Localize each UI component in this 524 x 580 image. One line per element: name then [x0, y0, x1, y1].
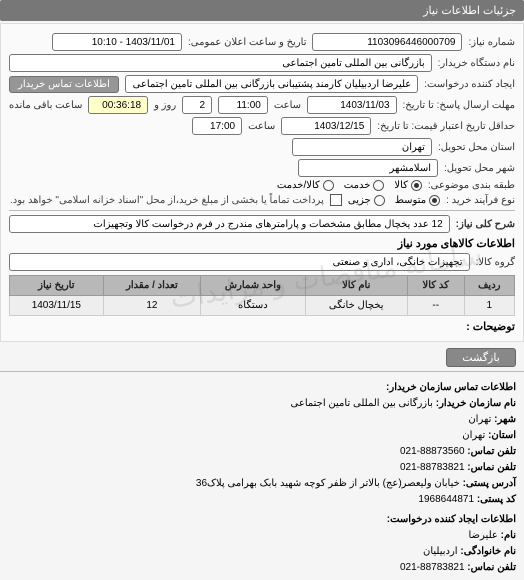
ccity-label: استان: — [488, 430, 516, 441]
creator-field: علیرضا اردبیلیان کارمند پشتیبانی بازرگان… — [125, 75, 418, 93]
pkg-opt-a: کالا — [394, 180, 408, 191]
page-banner: جزئیات اطلاعات نیاز — [0, 0, 524, 21]
fax-value: 88783821-021 — [400, 462, 465, 473]
days-label: روز و — [154, 100, 176, 111]
post-label: کد پستی: — [477, 494, 516, 505]
radio-icon — [411, 180, 422, 191]
lname-label: نام خانوادگی: — [460, 546, 516, 557]
radio-icon — [373, 180, 384, 191]
th-5: تاریخ نیاز — [10, 276, 104, 296]
table-header-row: ردیف کد کالا نام کالا واحد شمارش تعداد /… — [10, 276, 515, 296]
contact-title: اطلاعات تماس سازمان خریدار: — [386, 382, 516, 393]
contact-block: اطلاعات تماس سازمان خریدار: نام سازمان خ… — [0, 376, 524, 580]
ccity-value: تهران — [462, 430, 485, 441]
city-field: اسلامشهر — [298, 159, 438, 177]
city-label: شهر محل تحویل: — [444, 163, 515, 174]
pkg-opt-b: خدمت — [344, 180, 371, 191]
pkg-radio-a[interactable]: کالا — [394, 180, 422, 191]
divider — [9, 210, 515, 211]
group-field: تجهیزات خانگی، اداری و صنعتی — [9, 253, 470, 271]
pay-note: پرداخت تماماً یا بخشی از مبلغ خرید،از مح… — [10, 195, 324, 206]
notes-label: توضیحات : — [466, 321, 515, 333]
post-value: 1968644871 — [418, 494, 474, 505]
radio-icon — [429, 195, 440, 206]
back-button[interactable]: بازگشت — [446, 348, 516, 367]
table-row: 1 -- یخچال خانگی دستگاه 12 1403/11/15 — [10, 296, 515, 316]
creator-label: ایجاد کننده درخواست: — [424, 79, 515, 90]
th-2: نام کالا — [305, 276, 407, 296]
time-label-1: ساعت — [274, 100, 301, 111]
name-value: علیرضا — [469, 530, 498, 541]
radio-icon — [374, 195, 385, 206]
th-0: ردیف — [464, 276, 514, 296]
buy-radio-b[interactable]: جزیی — [348, 195, 385, 206]
td-0: 1 — [464, 296, 514, 316]
cprov-value: تهران — [468, 414, 491, 425]
goods-title: اطلاعات کالاهای مورد نیاز — [398, 238, 515, 250]
td-4: 12 — [103, 296, 200, 316]
details-section: شماره نیاز: 1103096446000709 تاریخ و ساع… — [0, 23, 524, 342]
valid-label: حداقل تاریخ اعتبار قیمت: تا تاریخ: — [377, 121, 515, 132]
desc-label: شرح کلی نیاز: — [456, 219, 515, 230]
pkg-radio-c[interactable]: کالا/خدمت — [277, 180, 334, 191]
fax-label: تلفن نماس: — [467, 462, 516, 473]
td-5: 1403/11/15 — [10, 296, 104, 316]
pkg-radio-group: کالا خدمت کالا/خدمت — [277, 180, 422, 191]
td-3: دستگاه — [201, 296, 305, 316]
td-2: یخچال خانگی — [305, 296, 407, 316]
pkg-opt-c: کالا/خدمت — [277, 180, 320, 191]
province-field: تهران — [292, 138, 432, 156]
goods-table: ردیف کد کالا نام کالا واحد شمارش تعداد /… — [9, 275, 515, 316]
valid-date-field: 1403/12/15 — [281, 117, 371, 135]
buyer-label: نام دستگاه خریدار: — [438, 58, 515, 69]
rtel-value: 88783821-021 — [400, 562, 465, 573]
tel-value: 88873560-021 — [400, 446, 465, 457]
contact-button[interactable]: اطلاعات تماس خریدار — [9, 76, 119, 93]
valid-time-field: 17:00 — [192, 117, 242, 135]
buy-radio-group: متوسط جزیی — [348, 195, 440, 206]
cprov-label: شهر: — [494, 414, 516, 425]
req-no-label: شماره نیاز: — [468, 37, 515, 48]
days-field: 2 — [182, 96, 212, 114]
deadline-time-field: 11:00 — [218, 96, 268, 114]
name-label: نام: — [501, 530, 516, 541]
deadline-label: مهلت ارسال پاسخ: تا تاریخ: — [403, 100, 515, 111]
buy-opt-b: جزیی — [348, 195, 371, 206]
pub-dt-label: تاریخ و ساعت اعلان عمومی: — [188, 37, 307, 48]
req-title: اطلاعات ایجاد کننده درخواست: — [387, 514, 516, 525]
tel-label: تلفن تماس: — [467, 446, 516, 457]
remain-label: ساعت باقی مانده — [9, 100, 82, 111]
buy-radio-a[interactable]: متوسط — [395, 195, 440, 206]
lname-value: اردبیلیان — [423, 546, 458, 557]
rtel-label: تلفن نماس: — [467, 562, 516, 573]
th-3: واحد شمارش — [201, 276, 305, 296]
req-no-field: 1103096446000709 — [312, 33, 462, 51]
desc-field: 12 عدد یخچال مطابق مشخصات و پارامترهای م… — [9, 215, 450, 233]
pkg-label: طبقه بندی موضوعی: — [428, 180, 515, 191]
pub-dt-field: 1403/11/01 - 10:10 — [52, 33, 182, 51]
org-value: بازرگانی بین المللی تامین اجتماعی — [291, 398, 433, 409]
deadline-date-field: 1403/11/03 — [307, 96, 396, 114]
buy-opt-a: متوسط — [395, 195, 426, 206]
buyer-field: بازرگانی بین المللی تامین اجتماعی — [9, 54, 432, 72]
radio-icon — [323, 180, 334, 191]
th-1: کد کالا — [407, 276, 464, 296]
addr-label: آدرس پستی: — [463, 478, 516, 489]
pay-checkbox[interactable] — [330, 194, 342, 206]
divider — [0, 371, 524, 372]
th-4: تعداد / مقدار — [103, 276, 200, 296]
pkg-radio-b[interactable]: خدمت — [344, 180, 385, 191]
buy-type-label: نوع فرآیند خرید : — [446, 195, 515, 206]
td-1: -- — [407, 296, 464, 316]
group-label: گروه کالا: — [476, 257, 515, 268]
time-label-2: ساعت — [248, 121, 275, 132]
addr-value: خیابان ولیعصر(عج) بالاتر از ظفر کوچه شهی… — [196, 478, 460, 489]
org-label: نام سازمان خریدار: — [436, 398, 516, 409]
province-label: استان محل تحویل: — [438, 142, 515, 153]
remain-field: 00:36:18 — [88, 96, 148, 114]
